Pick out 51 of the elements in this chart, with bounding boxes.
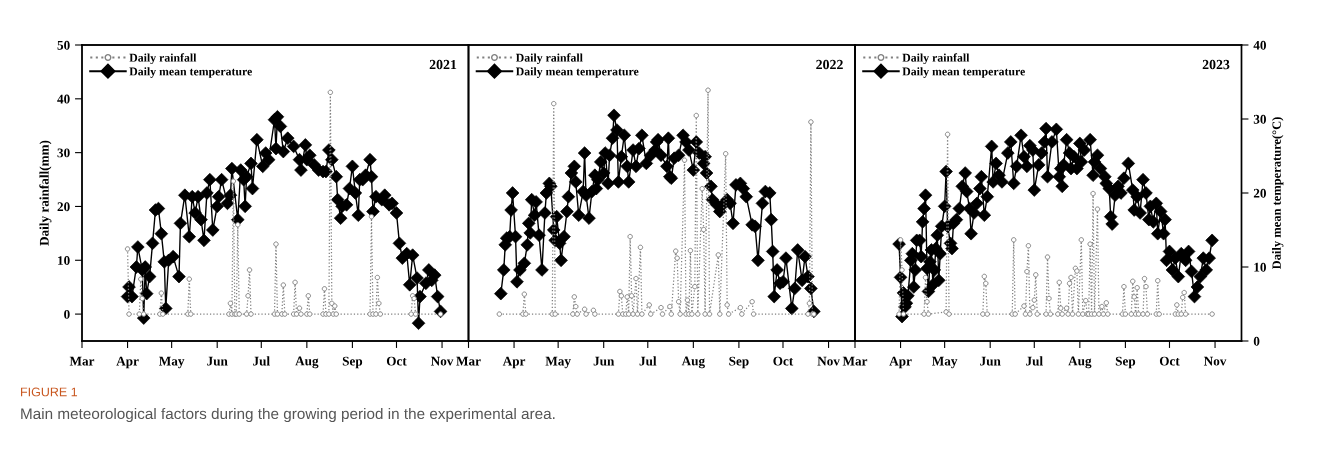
y2-tick-label: 0	[1253, 336, 1260, 346]
x-tick-label: Mar	[69, 356, 95, 366]
x-tick-label: Sep	[1115, 356, 1136, 369]
text: 2023	[1202, 59, 1230, 70]
x-tick-label: Mar	[456, 356, 481, 366]
x-tick-label: Nov	[817, 356, 840, 366]
x-tick-label: Sep	[342, 356, 363, 369]
legend-label: Daily mean temperature	[129, 67, 252, 78]
x-tick-label: Jul	[253, 356, 270, 366]
y-tick-label: 20	[57, 202, 70, 212]
y-tick-label: 10	[58, 256, 70, 265]
x-tick-label: Mar	[842, 356, 868, 366]
legend-label: Daily mean temperature	[515, 67, 639, 78]
x-tick-label: May	[932, 356, 958, 369]
legend-label: Daily rainfall	[129, 53, 197, 65]
caption: FIGURE 1	[21, 387, 78, 397]
y2-tick-label: 30	[1253, 114, 1266, 124]
y-tick-label: 30	[57, 148, 70, 158]
x-tick-label: Jun	[980, 356, 1001, 366]
x-tick-label: Oct	[1159, 356, 1180, 366]
text: Main meteorological factors during the growing period in the experimental area.	[21, 407, 555, 423]
legend-label: Daily mean temperature	[902, 67, 1025, 78]
y-tick-label: 50	[57, 40, 70, 50]
x-tick-label: Jul	[1026, 356, 1043, 366]
x-tick-label: Apr	[889, 356, 912, 369]
legend-label: Daily rainfall	[902, 53, 970, 65]
text: 2022	[816, 59, 843, 70]
y2-tick-label: 10	[1254, 262, 1266, 272]
text: 2021	[429, 59, 457, 70]
y-tick-label: 0	[64, 309, 70, 319]
x-tick-label: Sep	[729, 356, 749, 369]
x-tick-label: Aug	[1068, 356, 1092, 369]
x-tick-label: Jun	[593, 356, 615, 366]
y2-axis-title: Daily mean temperature(°C)	[1272, 117, 1284, 270]
x-tick-label: Oct	[773, 356, 794, 366]
x-tick-label: Nov	[1203, 356, 1227, 366]
y2-tick-label: 20	[1253, 188, 1266, 198]
x-tick-label: Jul	[639, 356, 657, 366]
x-tick-label: May	[545, 356, 571, 369]
x-tick-label: Jun	[207, 356, 228, 366]
x-tick-label: Oct	[386, 356, 407, 366]
x-tick-label: May	[159, 356, 185, 369]
x-tick-label: Apr	[502, 356, 526, 369]
legend-label: Daily rainfall	[515, 53, 583, 65]
x-tick-label: Nov	[430, 356, 454, 366]
y2-tick-label: 40	[1253, 40, 1266, 50]
x-tick-label: Aug	[295, 356, 319, 369]
x-tick-label: Aug	[681, 356, 705, 369]
x-tick-label: Apr	[116, 356, 139, 369]
y-axis-title: Daily rainfall(mm)	[39, 140, 52, 246]
y-tick-label: 40	[57, 94, 70, 104]
